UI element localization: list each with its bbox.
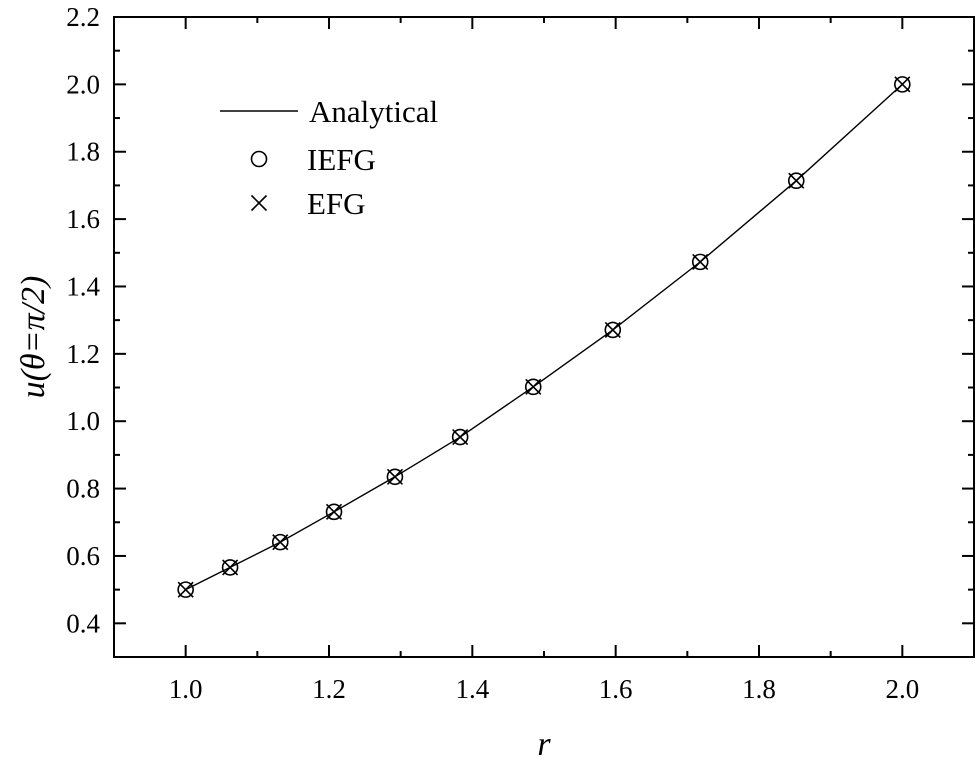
x-axis-title: r — [537, 726, 551, 763]
legend: Analytical IEFG EFG — [220, 94, 438, 221]
legend-cross-swatch — [250, 194, 268, 212]
iefg-marker — [325, 503, 343, 521]
efg-marker — [692, 253, 709, 270]
x-tick-label: 1.4 — [455, 674, 489, 704]
y-tick-label: 2.2 — [66, 2, 100, 32]
y-tick-label: 1.0 — [66, 406, 100, 436]
efg-marker — [272, 534, 289, 551]
y-tick-label: 2.0 — [66, 69, 100, 99]
x-tick-label: 1.8 — [742, 674, 776, 704]
iefg-marker — [691, 253, 709, 271]
efg-marker — [325, 503, 343, 520]
legend-circle-swatch — [250, 150, 268, 168]
iefg-marker — [221, 559, 239, 576]
y-tick-label: 0.6 — [66, 541, 100, 571]
y-tick-label: 1.2 — [66, 339, 100, 369]
iefg-marker — [787, 172, 805, 190]
y-axis-title: u(θ=π/2) — [15, 276, 52, 399]
legend-label: EFG — [307, 186, 366, 221]
efg-marker — [604, 321, 621, 338]
efg-marker — [894, 76, 911, 93]
y-tick-label: 1.4 — [66, 271, 100, 301]
iefg-marker — [894, 76, 911, 93]
efg-marker — [452, 428, 469, 446]
x-axis: 1.0 1.2 1.4 1.6 1.8 2.0 — [113, 17, 975, 704]
x-tick-label: 2.0 — [885, 674, 919, 704]
y-axis: 0.4 0.6 0.8 1.0 1.2 1.4 1.6 1.8 2.0 2.2 — [66, 2, 974, 658]
iefg-marker — [524, 378, 542, 396]
iefg-marker — [271, 533, 289, 551]
efg-marker — [177, 581, 194, 598]
efg-marker — [525, 378, 542, 395]
series-line-analytical — [185, 83, 903, 591]
x-tick-label: 1.2 — [312, 674, 346, 704]
series-layer — [177, 76, 911, 598]
x-tick-label: 1.6 — [599, 674, 633, 704]
legend-label: IEFG — [307, 142, 376, 177]
x-tick-label: 1.0 — [169, 674, 203, 704]
y-tick-label: 0.8 — [66, 474, 100, 504]
iefg-marker — [604, 321, 622, 339]
efg-marker — [788, 172, 805, 189]
iefg-marker — [451, 428, 469, 446]
legend-label: Analytical — [309, 94, 438, 129]
y-tick-label: 0.4 — [66, 608, 100, 638]
iefg-marker — [177, 581, 194, 598]
efg-marker — [386, 468, 403, 485]
efg-marker — [222, 559, 239, 576]
y-tick-label: 1.6 — [66, 204, 100, 234]
y-tick-label: 1.8 — [66, 137, 100, 167]
iefg-marker — [386, 468, 404, 486]
